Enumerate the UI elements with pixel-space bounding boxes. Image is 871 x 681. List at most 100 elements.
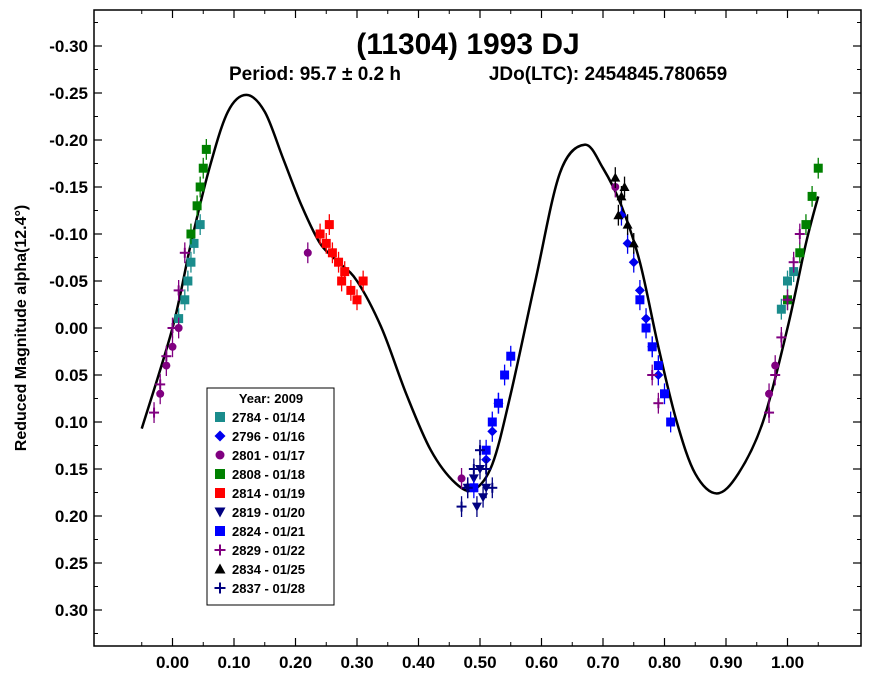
data-point	[478, 486, 489, 508]
marker-square	[801, 220, 811, 230]
marker-square	[783, 276, 792, 286]
x-tick-label: 0.60	[525, 653, 558, 672]
data-point	[782, 289, 793, 311]
data-point	[457, 468, 466, 489]
marker-square	[660, 389, 669, 399]
data-point	[334, 251, 344, 273]
y-tick-label: -0.25	[49, 84, 88, 103]
x-tick-label: 0.40	[402, 653, 435, 672]
data-point	[186, 223, 196, 245]
data-point	[653, 392, 664, 414]
data-point	[619, 176, 630, 198]
data-point	[481, 458, 492, 480]
data-point	[180, 289, 190, 311]
data-point	[610, 167, 621, 188]
data-point	[783, 270, 792, 292]
data-point	[764, 402, 775, 423]
marker-triangle-up	[622, 219, 633, 229]
marker-square	[506, 351, 516, 361]
data-point	[641, 317, 651, 339]
legend-items: 2784 - 01/14 2796 - 01/16 2801 - 01/17 2808…	[214, 410, 306, 596]
marker-square	[666, 417, 676, 427]
marker-triangle-up	[616, 191, 627, 201]
legend-marker	[215, 488, 225, 498]
data-point	[795, 242, 805, 264]
marker-circle	[168, 342, 177, 351]
data-point	[321, 233, 331, 254]
marker-triangle-up	[628, 238, 639, 248]
marker-square	[324, 220, 334, 230]
data-point	[352, 289, 362, 311]
marker-square	[358, 276, 368, 286]
data-point	[324, 214, 334, 235]
y-tick-label: 0.25	[55, 554, 88, 573]
data-point	[487, 411, 497, 433]
data-point	[493, 392, 503, 414]
y-tick-label: 0.00	[55, 319, 88, 338]
data-point	[195, 176, 205, 198]
data-point	[168, 336, 177, 358]
data-point	[456, 496, 467, 517]
marker-triangle-up	[619, 182, 630, 191]
data-point	[628, 251, 639, 273]
data-point	[315, 223, 325, 245]
marker-square	[340, 267, 350, 277]
data-point	[183, 270, 193, 292]
data-point	[475, 439, 485, 461]
marker-square	[186, 229, 196, 239]
data-point	[192, 195, 202, 217]
data-point	[358, 270, 368, 292]
marker-square	[493, 398, 503, 408]
y-tick-label: -0.30	[49, 37, 88, 56]
marker-triangle-down	[478, 493, 489, 503]
data-point	[500, 364, 510, 386]
x-tick-label: 0.20	[279, 653, 312, 672]
marker-square	[337, 276, 347, 286]
data-point	[198, 157, 208, 179]
marker-square	[215, 526, 225, 536]
data-point	[660, 383, 669, 405]
marker-square	[653, 361, 663, 371]
legend-marker	[214, 563, 226, 574]
legend-marker	[214, 544, 226, 556]
x-tick-label: 1.00	[771, 653, 804, 672]
x-tick-label: 0.30	[340, 653, 373, 672]
marker-triangle-down	[481, 483, 492, 493]
marker-square	[192, 201, 202, 211]
marker-circle	[765, 389, 774, 398]
x-tick-label: 0.50	[463, 653, 496, 672]
data-point	[647, 364, 658, 386]
marker-square	[215, 412, 225, 422]
data-point	[647, 336, 657, 358]
data-point	[653, 355, 663, 376]
data-point	[174, 317, 183, 339]
marker-triangle-down	[475, 465, 485, 474]
marker-square	[180, 295, 190, 305]
data-point	[628, 233, 639, 254]
data-points-layer	[149, 139, 823, 517]
chart-subtitle-period: Period: 95.7 ± 0.2 h	[229, 64, 401, 85]
data-point	[327, 242, 337, 264]
data-point	[173, 280, 184, 301]
legend-entry-label: 2801 - 01/17	[232, 448, 305, 463]
marker-square	[315, 229, 325, 239]
marker-square	[195, 182, 205, 192]
legend-box	[206, 387, 335, 606]
marker-square	[189, 238, 199, 248]
y-tick-label: -0.10	[49, 225, 88, 244]
data-point	[765, 383, 774, 405]
y-tick-label: 0.20	[55, 507, 88, 526]
marker-diamond	[214, 430, 226, 442]
y-axis-label: Reduced Magnitude alpha(12.4°)	[13, 205, 30, 451]
marker-square	[487, 417, 497, 427]
y-tick-label: -0.20	[49, 131, 88, 150]
data-point	[167, 317, 178, 339]
marker-square	[195, 220, 205, 230]
data-point	[506, 345, 516, 367]
x-tick-label: 0.80	[648, 653, 681, 672]
data-point	[468, 458, 479, 480]
marker-square	[198, 163, 208, 173]
data-point	[813, 157, 823, 179]
data-point	[770, 364, 781, 386]
